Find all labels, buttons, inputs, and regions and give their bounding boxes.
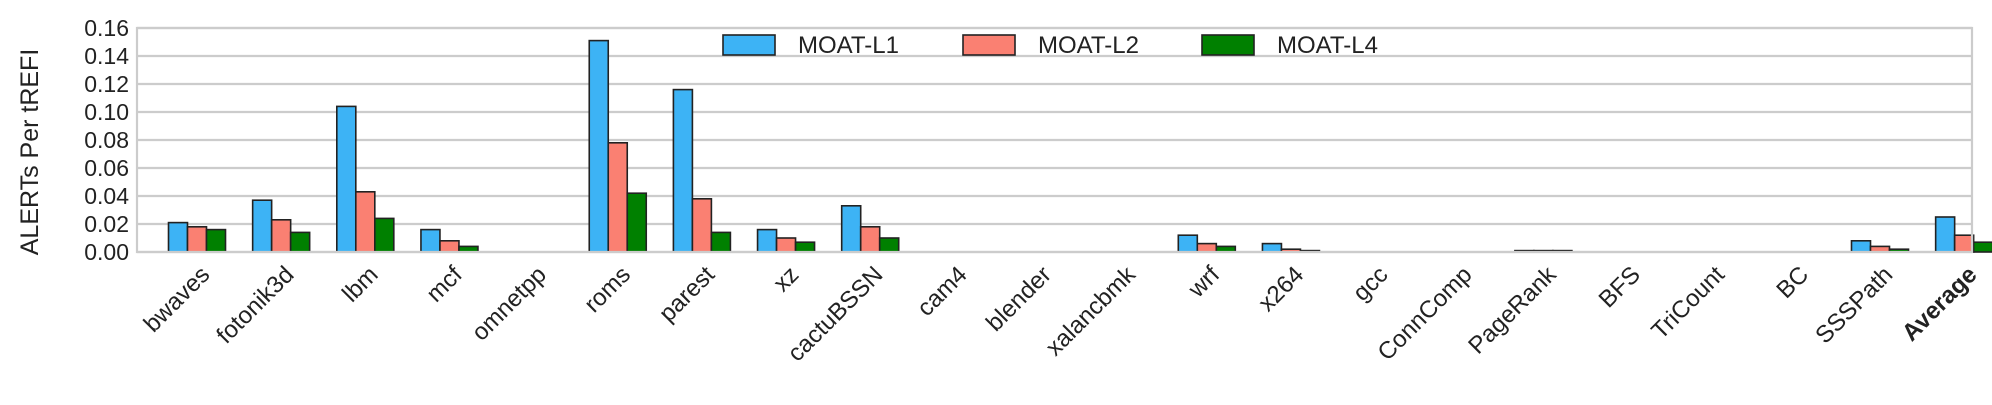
x-tick-label: cam4 bbox=[912, 261, 973, 322]
bar-moat-l2-roms bbox=[607, 142, 629, 253]
x-tick-label: parest bbox=[654, 261, 720, 327]
bar-moat-l1-average bbox=[1934, 216, 1956, 253]
y-tick-label: 0.02 bbox=[84, 211, 129, 237]
bar-moat-l2-lbm bbox=[354, 191, 376, 253]
bar-moat-l1-xz bbox=[756, 228, 778, 253]
bar-moat-l4-roms bbox=[626, 192, 648, 253]
y-tick-label: 0.04 bbox=[84, 183, 129, 209]
y-tick-label: 0.12 bbox=[84, 71, 129, 97]
x-tick-label: Average bbox=[1897, 261, 1982, 346]
x-tick-label: mcf bbox=[421, 261, 468, 308]
legend-label: MOAT-L1 bbox=[798, 32, 899, 59]
bar-moat-l4-xz bbox=[794, 241, 816, 253]
x-tick-label: lbm bbox=[337, 261, 383, 307]
bar-moat-l4-bwaves bbox=[205, 228, 227, 253]
y-tick-label: 0.16 bbox=[84, 15, 129, 41]
y-tick-label: 0.14 bbox=[84, 43, 129, 69]
x-tick-label: omnetpp bbox=[467, 261, 552, 346]
bar-moat-l1-lbm bbox=[335, 105, 357, 253]
grid-lines bbox=[137, 26, 1972, 254]
bar-moat-l2-bwaves bbox=[186, 226, 208, 253]
bars bbox=[167, 39, 1992, 253]
y-tick-labels: 0.000.020.040.060.080.100.120.140.16 bbox=[84, 15, 129, 265]
bar-moat-l1-cactubssn bbox=[840, 205, 862, 253]
bar-moat-l4-fotonik3d bbox=[289, 231, 311, 253]
plot-frame bbox=[135, 26, 1974, 254]
legend-swatch bbox=[1201, 34, 1255, 56]
bar-moat-l2-cactubssn bbox=[859, 226, 881, 253]
x-tick-label: BC bbox=[1771, 261, 1814, 304]
bar-moat-l2-fotonik3d bbox=[270, 219, 292, 253]
y-tick-label: 0.10 bbox=[84, 99, 129, 125]
x-tick-label: fotonik3d bbox=[211, 261, 299, 349]
x-tick-label: blender bbox=[981, 261, 1057, 337]
legend-swatch bbox=[962, 34, 1016, 56]
x-tick-label: bwaves bbox=[139, 261, 216, 338]
x-tick-label: xz bbox=[768, 261, 804, 297]
bar-moat-l4-cactubssn bbox=[878, 237, 900, 253]
legend: MOAT-L1 MOAT-L2 MOAT-L4 bbox=[722, 32, 1378, 59]
bar-moat-l1-mcf bbox=[420, 228, 441, 253]
legend-label: MOAT-L4 bbox=[1277, 32, 1378, 59]
x-tick-label: BFS bbox=[1594, 261, 1646, 313]
plot-border bbox=[135, 26, 1974, 254]
x-tick-label: x264 bbox=[1253, 261, 1309, 317]
y-tick-label: 0.00 bbox=[84, 239, 129, 265]
bar-moat-l1-ssspath bbox=[1850, 240, 1872, 253]
bar-moat-l1-bwaves bbox=[167, 221, 189, 253]
bar-moat-l2-wrf bbox=[1196, 242, 1218, 253]
x-tick-label: roms bbox=[579, 261, 636, 318]
y-axis-label: ALERTs Per tREFI bbox=[16, 49, 44, 256]
bar-moat-l1-fotonik3d bbox=[251, 199, 273, 253]
bar-moat-l1-parest bbox=[672, 88, 694, 253]
bar-moat-l2-mcf bbox=[439, 240, 460, 253]
legend-swatch bbox=[722, 34, 776, 56]
y-tick-label: 0.06 bbox=[84, 155, 129, 181]
x-tick-label: gcc bbox=[1348, 261, 1394, 307]
bar-moat-l4-parest bbox=[710, 231, 732, 253]
x-tick-label: SSSPath bbox=[1810, 261, 1898, 349]
y-tick-label: 0.08 bbox=[84, 127, 129, 153]
bar-moat-l4-lbm bbox=[373, 217, 395, 253]
legend-label: MOAT-L2 bbox=[1038, 32, 1139, 59]
x-tick-label: xalancbmk bbox=[1041, 260, 1142, 361]
bar-moat-l2-parest bbox=[691, 198, 713, 253]
x-tick-label: wrf bbox=[1183, 261, 1226, 304]
bar-moat-l1-wrf bbox=[1177, 234, 1199, 253]
bar-moat-l1-x264 bbox=[1261, 242, 1283, 253]
bar-moat-l4-average bbox=[1972, 241, 1992, 253]
x-tick-label: PageRank bbox=[1463, 260, 1562, 359]
x-tick-label: TriCount bbox=[1646, 261, 1730, 345]
bar-moat-l1-roms bbox=[588, 39, 610, 253]
bar-moat-l2-xz bbox=[775, 237, 797, 253]
bar-moat-l2-average bbox=[1953, 234, 1975, 253]
